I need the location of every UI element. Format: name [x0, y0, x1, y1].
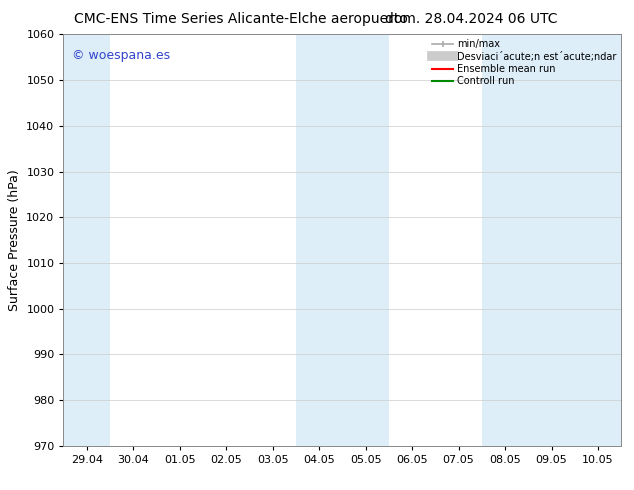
Y-axis label: Surface Pressure (hPa): Surface Pressure (hPa) [8, 169, 21, 311]
Text: dom. 28.04.2024 06 UTC: dom. 28.04.2024 06 UTC [385, 12, 558, 26]
Text: CMC-ENS Time Series Alicante-Elche aeropuerto: CMC-ENS Time Series Alicante-Elche aerop… [74, 12, 408, 26]
Bar [63, 34, 110, 446]
Text: © woespana.es: © woespana.es [72, 49, 170, 62]
Legend: min/max, Desviaci´acute;n est´acute;ndar, Ensemble mean run, Controll run: min/max, Desviaci´acute;n est´acute;ndar… [430, 37, 618, 88]
Bar [482, 34, 621, 446]
Bar [296, 34, 389, 446]
